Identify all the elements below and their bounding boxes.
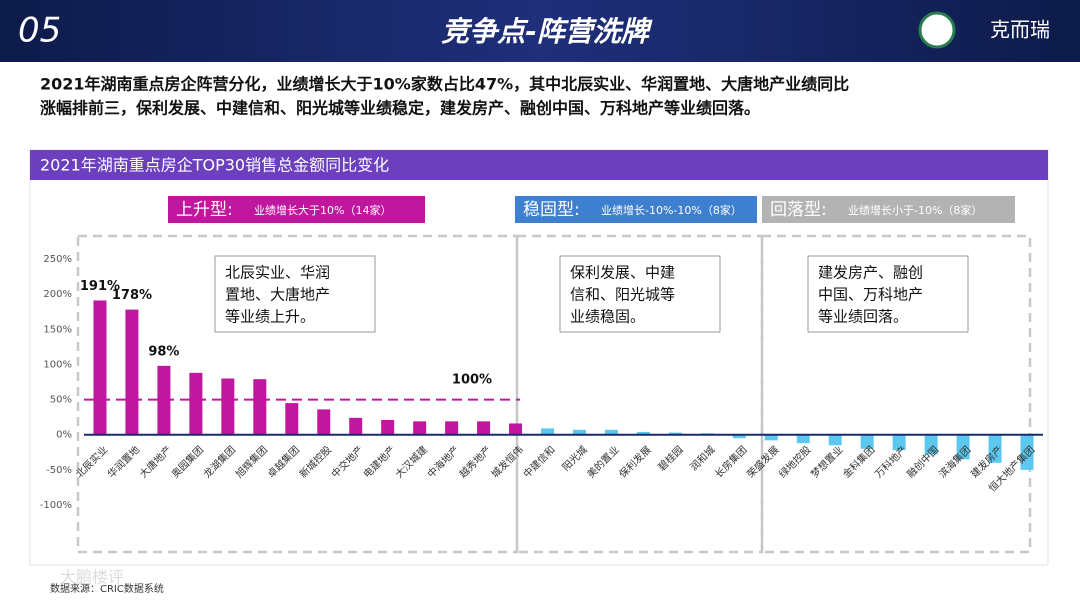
bar: [221, 378, 235, 435]
bar: [636, 431, 650, 435]
group-text: 保利发展、中建: [570, 264, 675, 282]
bar: [604, 429, 618, 435]
group-label-bg: [762, 196, 1015, 223]
data-label: 178%: [112, 288, 152, 303]
group-text: 信和、阳光城等: [570, 286, 675, 304]
bar: [157, 365, 171, 435]
logo-text: 克而瑞: [990, 18, 1050, 42]
group-frame: [76, 234, 519, 554]
group-name: 回落型:: [770, 200, 827, 220]
group-name: 上升型:: [176, 200, 233, 220]
group-note: 业绩增长大于10%（14家）: [254, 203, 391, 217]
bar: [445, 421, 459, 435]
y-tick-label: 50%: [50, 395, 72, 406]
bar: [956, 434, 970, 460]
bar: [860, 434, 874, 449]
group-text: 置地、大唐地产: [225, 286, 330, 304]
group-label-bg: [515, 196, 757, 223]
group-text: 中国、万科地产: [818, 286, 923, 304]
header-bar: [0, 0, 1080, 62]
group-label-bg: [168, 196, 425, 223]
bar: [317, 409, 331, 435]
group-text-box: [807, 255, 969, 333]
group-frame: [515, 234, 764, 554]
bar: [892, 434, 906, 451]
group-note: 业绩增长小于-10%（8家）: [848, 203, 982, 217]
data-label: 98%: [148, 344, 179, 359]
bar: [189, 372, 203, 435]
bar: [509, 423, 523, 435]
bar: [988, 434, 1002, 463]
group-text-box: [214, 255, 376, 333]
data-label: 191%: [80, 279, 120, 294]
annotation: 100%: [452, 373, 492, 388]
bar: [732, 434, 746, 439]
y-tick-label: 200%: [43, 289, 72, 300]
chart-title-bar: [30, 150, 1048, 180]
watermark: 大鹏楼评: [60, 568, 124, 587]
summary-line: 涨幅排前三，保利发展、中建信和、阳光城等业绩稳定，建发房产、融创中国、万科地产等…: [40, 99, 760, 118]
y-tick-label: -50%: [46, 465, 72, 476]
y-tick-label: 100%: [43, 359, 72, 370]
y-tick-label: 150%: [43, 324, 72, 335]
bar: [93, 300, 107, 435]
slide-number: 05: [18, 11, 61, 51]
bar: [572, 429, 586, 435]
group-text: 等业绩回落。: [818, 308, 908, 326]
slide-title: 竞争点-阵营洗牌: [441, 15, 653, 48]
group-text: 建发房产、融创: [818, 264, 923, 282]
y-tick-label: -100%: [40, 500, 72, 511]
bar: [125, 309, 139, 435]
y-tick-label: 0%: [56, 430, 72, 441]
group-frame: [760, 234, 1032, 554]
bar: [381, 419, 395, 435]
summary-line: 2021年湖南重点房企阵营分化，业绩增长大于10%家数占比47%，其中北辰实业、…: [40, 75, 849, 94]
bar: [828, 434, 842, 446]
bar: [541, 428, 555, 435]
group-text: 北辰实业、华润: [225, 264, 330, 282]
bar: [764, 434, 778, 441]
group-note: 业绩增长-10%-10%（8家）: [601, 203, 742, 217]
bar: [349, 417, 363, 435]
group-name: 稳固型:: [523, 200, 580, 220]
chart-title: 2021年湖南重点房企TOP30销售总金额同比变化: [40, 156, 389, 175]
bar: [253, 379, 267, 435]
source: 数据来源：CRIC数据系统: [50, 582, 164, 595]
group-text-box: [559, 255, 721, 333]
y-tick-label: 250%: [43, 254, 72, 265]
group-text: 等业绩上升。: [225, 308, 315, 326]
bar: [1020, 434, 1034, 470]
bar: [668, 432, 682, 435]
group-text: 业绩稳固。: [570, 308, 645, 326]
bar: [796, 434, 810, 444]
bar: [924, 434, 938, 455]
bar: [285, 403, 299, 435]
logo-icon: [918, 11, 956, 49]
bar: [477, 421, 491, 435]
bar: [413, 421, 427, 435]
